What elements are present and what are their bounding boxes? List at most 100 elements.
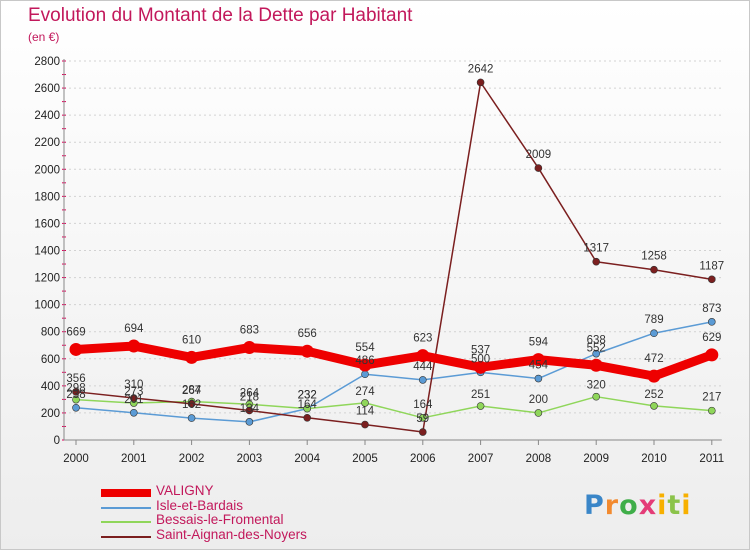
data-point xyxy=(707,275,716,284)
series-line xyxy=(75,395,712,419)
data-label: 217 xyxy=(702,392,721,404)
data-point xyxy=(245,418,254,426)
data-label: 683 xyxy=(240,325,259,337)
data-label: 267 xyxy=(182,385,201,397)
legend-label: Saint-Aignan-des-Noyers xyxy=(156,526,307,542)
x-tick-label: 2000 xyxy=(63,453,89,465)
data-label: 638 xyxy=(587,335,606,347)
data-point xyxy=(476,78,485,87)
y-tick-label: 400 xyxy=(41,381,60,393)
data-point xyxy=(72,395,80,404)
data-point xyxy=(187,400,196,408)
data-point xyxy=(534,374,543,383)
data-point xyxy=(476,402,485,410)
data-point xyxy=(534,164,543,172)
data-label: 252 xyxy=(644,389,663,401)
data-label: 789 xyxy=(644,314,663,326)
data-point xyxy=(361,370,369,379)
legend-swatch xyxy=(101,521,151,523)
data-label: 594 xyxy=(529,337,549,349)
y-tick-label: 0 xyxy=(54,435,60,447)
unit-label: (en €) xyxy=(28,30,60,44)
y-tick-label: 1000 xyxy=(34,300,60,312)
data-label: 2642 xyxy=(468,63,494,75)
data-point xyxy=(592,257,601,266)
x-tick-label: 2007 xyxy=(468,453,494,465)
y-tick-label: 2400 xyxy=(34,110,60,122)
series-line xyxy=(75,341,714,381)
data-point xyxy=(650,265,658,274)
data-label: 200 xyxy=(529,394,548,406)
x-tick-label: 2011 xyxy=(699,453,724,465)
data-label: 201 xyxy=(124,394,143,406)
data-label: 356 xyxy=(66,373,85,385)
data-point xyxy=(589,358,603,372)
data-point xyxy=(358,358,372,372)
y-tick-label: 200 xyxy=(41,408,60,420)
legend-label: Isle-et-Bardais xyxy=(156,497,244,513)
data-point xyxy=(303,414,312,422)
data-label: 310 xyxy=(124,379,143,391)
x-tick-label: 2002 xyxy=(179,453,205,465)
proxiti-logo: Proxiti xyxy=(584,490,692,521)
y-tick-label: 2600 xyxy=(34,83,60,95)
x-tick-label: 2010 xyxy=(641,453,667,465)
y-tick-label: 1200 xyxy=(34,273,60,285)
data-label: 59 xyxy=(416,413,429,425)
data-point xyxy=(69,342,83,356)
x-tick-label: 2005 xyxy=(352,453,378,465)
data-point xyxy=(592,349,601,358)
data-label: 134 xyxy=(240,403,260,415)
data-point xyxy=(416,349,430,363)
data-label: 264 xyxy=(240,387,260,399)
data-point xyxy=(592,392,601,401)
legend-label: Bessais-le-Fromental xyxy=(156,512,284,527)
data-label: 218 xyxy=(240,391,259,403)
data-label: 694 xyxy=(124,323,144,335)
y-tick-label: 1600 xyxy=(34,218,60,230)
data-label: 500 xyxy=(471,353,490,365)
data-point xyxy=(418,376,427,384)
data-label: 273 xyxy=(124,386,143,398)
data-label: 284 xyxy=(182,385,202,397)
y-tick-label: 600 xyxy=(41,354,60,366)
x-tick-label: 2004 xyxy=(294,453,320,465)
data-label: 2009 xyxy=(526,149,552,161)
x-tick-label: 2008 xyxy=(526,453,552,465)
data-point xyxy=(418,414,427,422)
data-label: 629 xyxy=(702,332,721,344)
y-tick-label: 2800 xyxy=(34,56,60,68)
data-point xyxy=(187,414,196,422)
data-label: 656 xyxy=(298,328,317,340)
data-label: 164 xyxy=(413,399,433,411)
data-label: 444 xyxy=(413,361,433,373)
legend-swatch xyxy=(101,489,151,497)
data-point xyxy=(531,353,545,367)
data-label: 232 xyxy=(298,390,317,402)
data-label: 1187 xyxy=(699,260,724,272)
data-label: 486 xyxy=(355,355,374,367)
x-tick-label: 2001 xyxy=(121,453,147,465)
data-label: 552 xyxy=(587,342,606,354)
data-point xyxy=(185,350,199,364)
series-line xyxy=(75,321,712,423)
y-tick-label: 2200 xyxy=(34,137,60,149)
data-label: 238 xyxy=(66,389,85,401)
data-point xyxy=(707,318,716,326)
y-tick-label: 1400 xyxy=(34,246,60,258)
data-point xyxy=(705,348,719,362)
data-point xyxy=(534,409,543,417)
data-label: 1317 xyxy=(583,243,609,255)
data-label: 114 xyxy=(356,406,375,418)
data-point xyxy=(72,388,80,396)
data-point xyxy=(127,339,141,353)
data-label: 669 xyxy=(66,326,85,338)
data-point xyxy=(245,406,254,415)
legend-label: VALIGNY xyxy=(156,483,214,498)
data-label: 537 xyxy=(471,344,490,356)
data-label: 164 xyxy=(298,399,318,411)
x-tick-label: 2006 xyxy=(410,453,436,465)
series-line xyxy=(75,81,712,433)
data-label: 472 xyxy=(644,353,663,365)
data-point xyxy=(130,394,138,402)
